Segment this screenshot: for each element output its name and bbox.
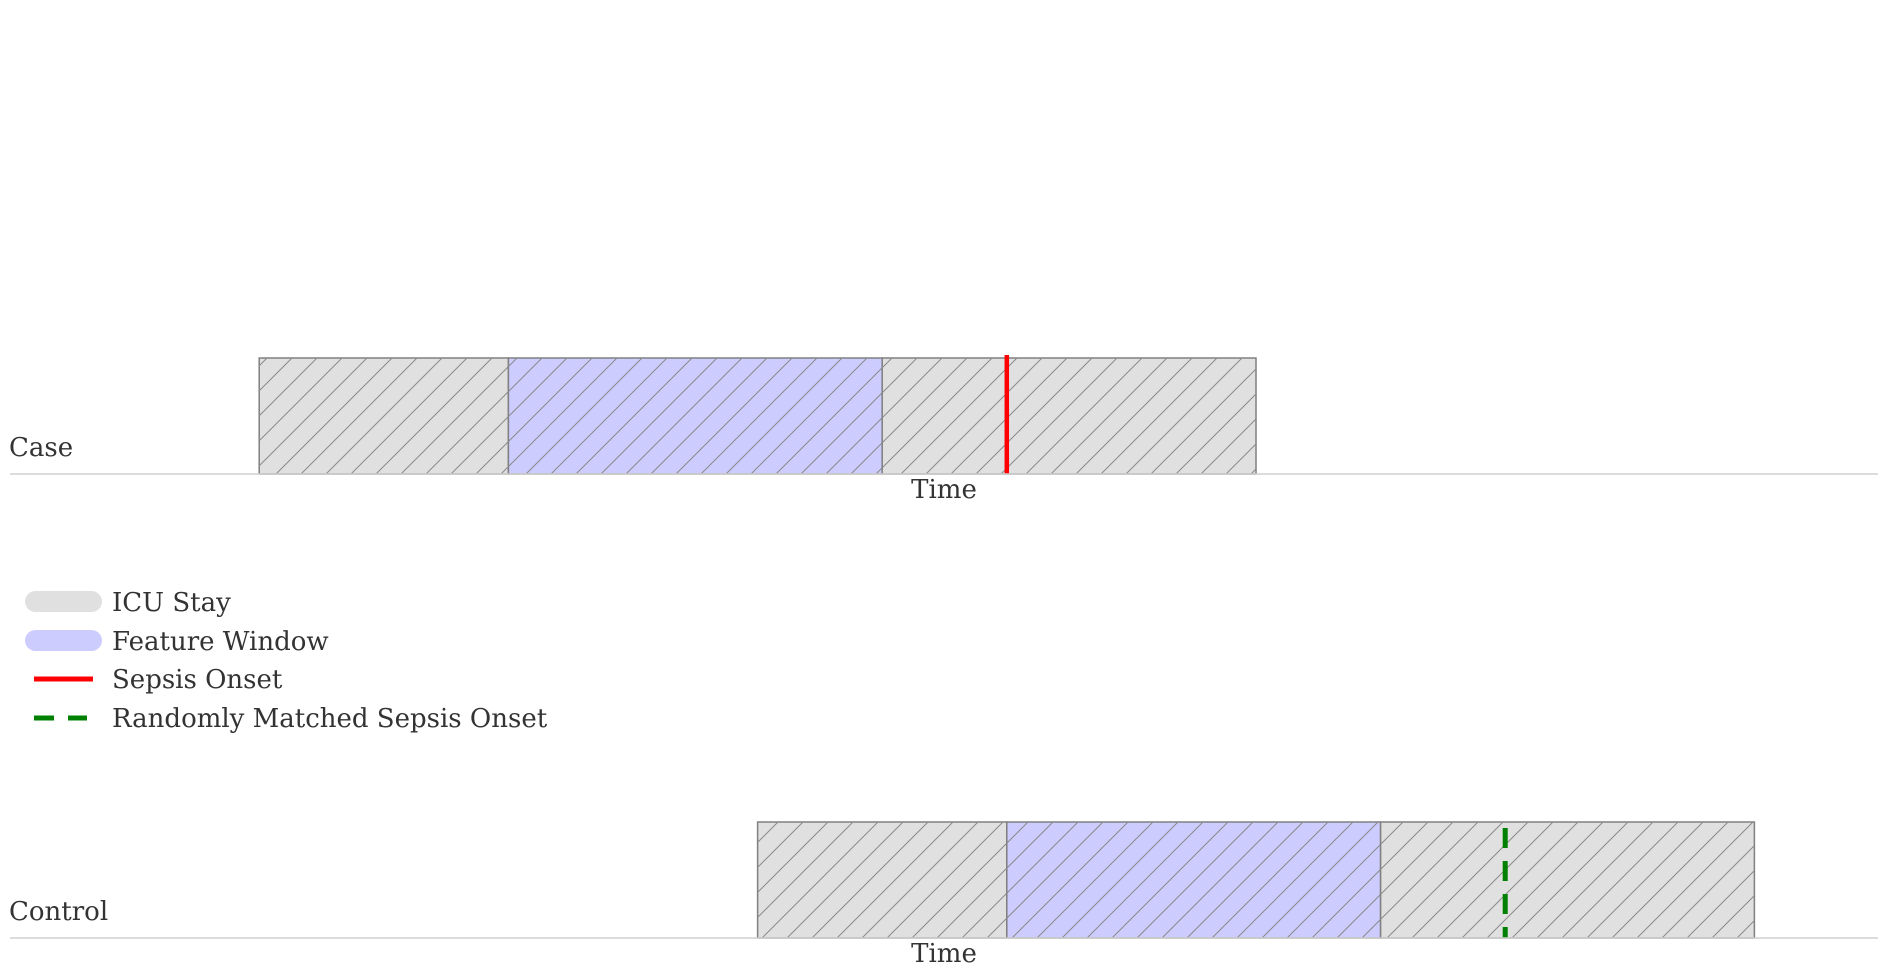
- legend-item-matched-onset: Randomly Matched Sepsis Onset: [34, 704, 548, 734]
- icu-stay-swatch: [25, 591, 102, 612]
- case-icu-right-hatch: [882, 358, 1256, 474]
- control-icu-right-hatch: [1380, 822, 1755, 938]
- legend-item-icu-stay: ICU Stay: [25, 588, 231, 618]
- case-row: Case Time: [9, 355, 1878, 505]
- case-icu-left-hatch: [259, 358, 509, 474]
- legend: ICU Stay Feature Window Sepsis Onset Ran…: [25, 588, 548, 734]
- control-icu-left-hatch: [757, 822, 1007, 938]
- legend-item-feature-window: Feature Window: [25, 627, 329, 657]
- control-row-label: Control: [9, 897, 108, 927]
- legend-label-matched-onset: Randomly Matched Sepsis Onset: [112, 704, 548, 734]
- legend-label-feature-window: Feature Window: [112, 627, 329, 657]
- case-row-label: Case: [9, 433, 73, 463]
- control-row: Control Time: [9, 821, 1878, 969]
- control-feature-hatch: [1006, 822, 1381, 938]
- legend-label-sepsis-onset: Sepsis Onset: [112, 665, 283, 695]
- case-time-axis-label: Time: [911, 475, 977, 505]
- legend-item-sepsis-onset: Sepsis Onset: [34, 665, 283, 695]
- feature-window-swatch: [25, 630, 102, 651]
- legend-label-icu-stay: ICU Stay: [112, 588, 231, 618]
- control-time-axis-label: Time: [911, 939, 977, 969]
- case-feature-hatch: [508, 358, 883, 474]
